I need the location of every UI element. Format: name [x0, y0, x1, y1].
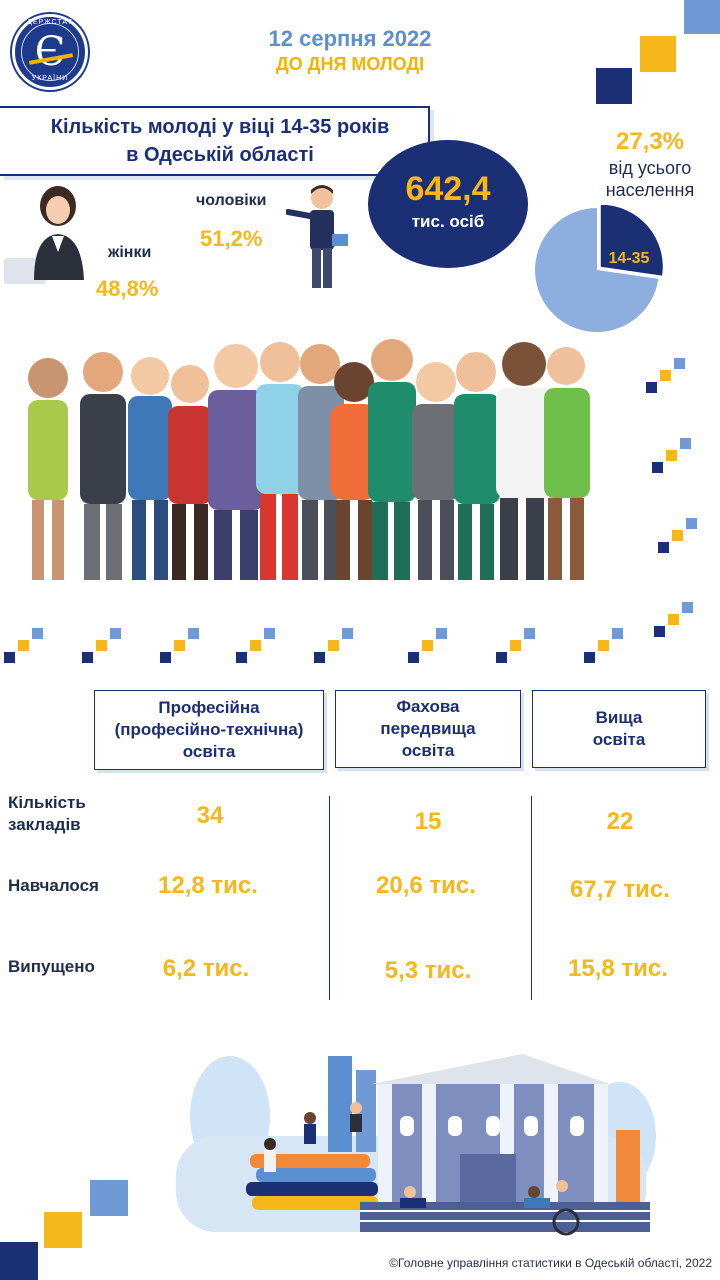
cell-studied-pre-higher: 20,6 тис.: [376, 872, 476, 899]
deco-square: [82, 652, 93, 663]
share-percent: 27,3%: [615, 128, 685, 155]
deco-square: [510, 640, 521, 651]
deco-square: [524, 628, 535, 639]
logo-top-text: ДЕРЖСТАТ: [27, 19, 73, 26]
deco-square: [682, 602, 693, 613]
column-header-vocational: Професійна (професійно-технічна) освіта: [94, 690, 324, 770]
pie-slice-youth: [600, 205, 663, 276]
column-divider: [329, 796, 330, 1000]
crowd-illustration: [28, 339, 590, 580]
deco-square: [264, 628, 275, 639]
total-unit: тис. осіб: [411, 212, 485, 231]
page-title-line2: в Одеській області: [126, 144, 314, 166]
cell-graduated-pre-higher: 5,3 тис.: [384, 957, 472, 984]
logo-bottom-text: УКРАЇНИ: [31, 75, 69, 82]
deco-square: [236, 652, 247, 663]
deco-square: [408, 652, 419, 663]
share-caption-line1: від усього: [608, 158, 692, 178]
deco-square: [436, 628, 447, 639]
woman-illustration: [4, 186, 84, 284]
pie-slice-rest: [535, 208, 659, 332]
cell-studied-higher: 67,7 тис.: [570, 876, 670, 903]
education-illustration: [176, 1054, 656, 1236]
deco-square: [612, 628, 623, 639]
share-pie-chart: 14-35: [535, 205, 663, 332]
deco-square: [422, 640, 433, 651]
deco-square: [328, 640, 339, 651]
deco-square: [496, 652, 507, 663]
column-header-pre-higher: Фахова передвища освіта: [335, 690, 521, 768]
deco-square: [680, 438, 691, 449]
women-value: 48,8%: [96, 276, 159, 301]
deco-square: [646, 382, 657, 393]
row-label-studied: Навчалося: [8, 876, 99, 895]
cell-institutions-vocational: 34: [196, 802, 224, 829]
logo-symbol: Є: [34, 29, 66, 75]
deco-square: [174, 640, 185, 651]
men-value: 51,2%: [200, 226, 263, 251]
deco-square: [668, 614, 679, 625]
deco-square: [188, 628, 199, 639]
page-title-line1: Кількість молоді у віці 14-35 років: [50, 116, 390, 138]
deco-square: [672, 530, 683, 541]
header-subtitle: ДО ДНЯ МОЛОДІ: [275, 54, 425, 74]
deco-square: [44, 1212, 82, 1248]
deco-square: [18, 640, 29, 651]
cell-graduated-vocational: 6,2 тис.: [162, 955, 250, 982]
deco-square: [110, 628, 121, 639]
deco-square: [654, 626, 665, 637]
deco-square: [250, 640, 261, 651]
deco-square: [658, 542, 669, 553]
deco-square: [0, 1242, 38, 1280]
cell-graduated-higher: 15,8 тис.: [568, 955, 668, 982]
total-value: 642,4: [405, 170, 491, 208]
derzhstat-logo: ДЕРЖСТАТ Є УКРАЇНИ: [12, 14, 88, 90]
deco-square: [32, 628, 43, 639]
deco-square: [314, 652, 325, 663]
deco-square: [652, 462, 663, 473]
cell-studied-vocational: 12,8 тис.: [158, 872, 258, 899]
column-header-higher: Вища освіта: [532, 690, 706, 768]
men-label: чоловіки: [196, 192, 267, 209]
deco-square: [160, 652, 171, 663]
deco-square: [4, 652, 15, 663]
total-badge: [368, 140, 528, 268]
deco-square: [674, 358, 685, 369]
deco-square: [584, 652, 595, 663]
deco-square: [660, 370, 671, 381]
row-label-graduated: Випущено: [8, 957, 95, 976]
man-illustration: [286, 185, 348, 288]
women-label: жінки: [108, 244, 152, 261]
deco-square: [596, 68, 632, 104]
header-date: 12 серпня 2022: [268, 26, 432, 51]
deco-square: [666, 450, 677, 461]
deco-square: [90, 1180, 128, 1216]
deco-square: [686, 518, 697, 529]
row-label-institutions: Кількість закладів: [8, 793, 86, 834]
column-divider: [531, 796, 532, 1000]
footer-copyright: ©Головне управління статистики в Одеські…: [389, 1256, 712, 1270]
deco-square: [684, 0, 720, 34]
deco-square: [342, 628, 353, 639]
deco-square: [598, 640, 609, 651]
cell-institutions-higher: 22: [606, 808, 634, 835]
deco-square: [640, 36, 676, 72]
cell-institutions-pre-higher: 15: [414, 808, 442, 835]
share-caption-line2: населення: [605, 180, 695, 200]
deco-square: [96, 640, 107, 651]
pie-slice-label: 14-35: [609, 250, 650, 267]
